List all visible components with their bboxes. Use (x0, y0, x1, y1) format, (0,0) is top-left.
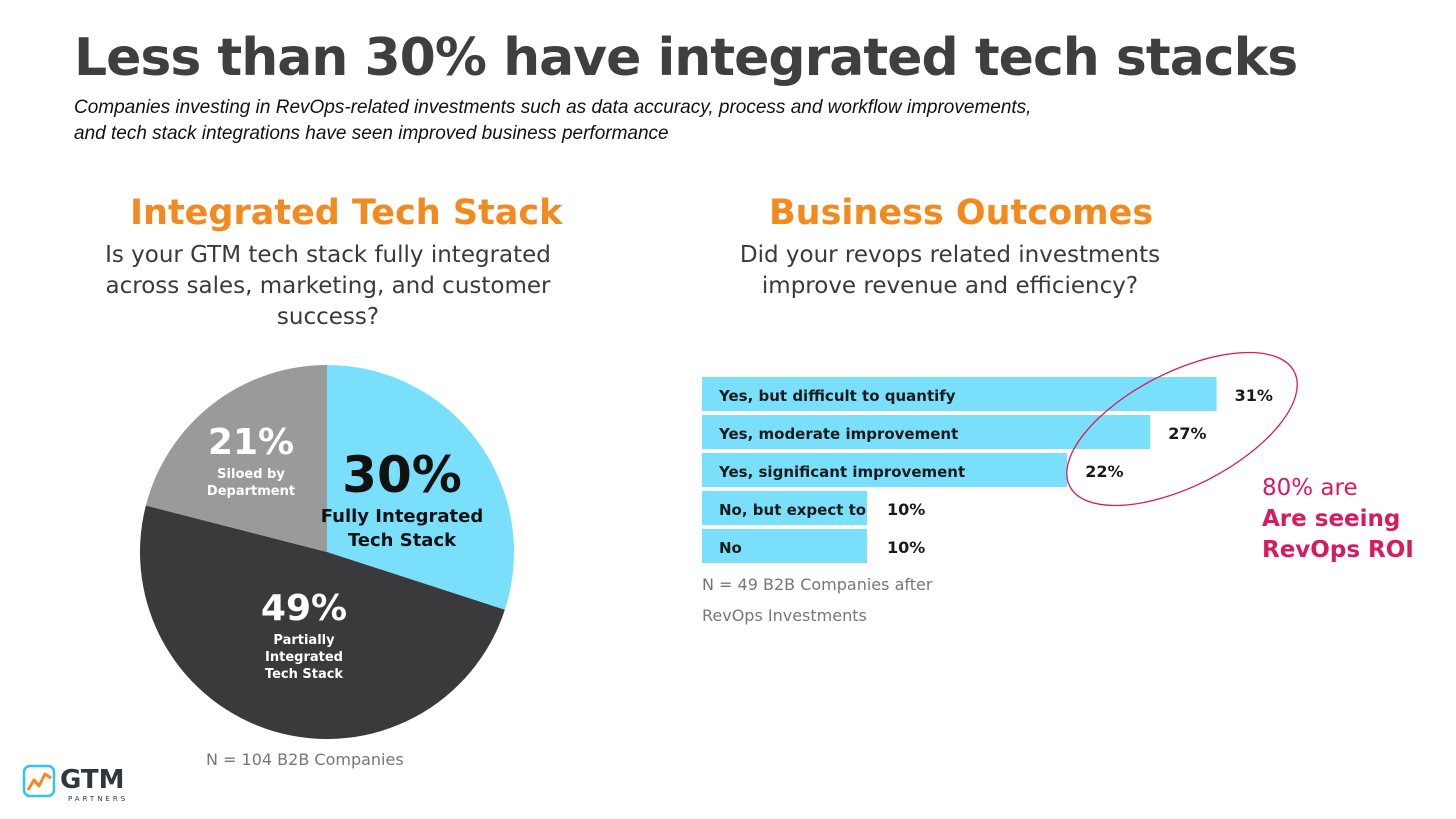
pie-slice-label: Tech Stack (265, 667, 344, 682)
bar (702, 415, 1151, 449)
pie-chart-question: Is your GTM tech stack fully integrated … (78, 240, 578, 333)
bar-value-label: 31% (1235, 386, 1273, 405)
pie-slice-label: Siloed by (217, 467, 285, 482)
pie-slice (327, 365, 514, 610)
bar-category-label: No (719, 539, 742, 557)
bar (702, 491, 867, 525)
bar-category-label: No, but expect to (719, 501, 866, 519)
logo-subtext: PARTNERS (68, 795, 128, 803)
pie-slice-label: Fully Integrated (321, 506, 483, 527)
pie-slice-label: Integrated (265, 650, 343, 665)
gtm-partners-logo: GTM PARTNERS (22, 760, 142, 804)
roi-callout-line-2: Are seeing (1262, 506, 1401, 532)
pie-chart-title: Integrated Tech Stack (130, 193, 563, 233)
question-line: across sales, marketing, and customer (105, 273, 551, 299)
bar (702, 377, 1217, 411)
pie-sample-note: N = 104 B2B Companies (206, 750, 404, 769)
pie-slice-label: Department (207, 484, 295, 499)
roi-callout-line-1: 80% are (1262, 475, 1358, 501)
question-line: Did your revops related investments (739, 242, 1161, 268)
question-line: success? (276, 304, 380, 330)
bar-value-label: 22% (1085, 462, 1123, 481)
bar-category-label: Yes, significant improvement (718, 463, 965, 481)
roi-callout: 80% are Are seeing RevOps ROI (1262, 473, 1414, 566)
subtitle-line: Companies investing in RevOps-related in… (74, 97, 1032, 118)
question-line: Is your GTM tech stack fully integrated (105, 242, 551, 268)
page-subtitle: Companies investing in RevOps-related in… (74, 95, 1174, 147)
bar-chart-title: Business Outcomes (769, 193, 1154, 233)
bar-sample-note-line-1: N = 49 B2B Companies after (702, 575, 933, 594)
question-line: improve revenue and efficiency? (761, 273, 1139, 299)
bar-value-label: 10% (887, 500, 925, 519)
bar-sample-note-line-2: RevOps Investments (702, 606, 867, 625)
bar-category-label: Yes, moderate improvement (718, 425, 958, 443)
subtitle-line: and tech stack integrations have seen im… (74, 123, 669, 144)
pie-slice-percent: 21% (208, 422, 294, 463)
logo-wordmark: GTM (60, 765, 125, 795)
roi-callout-line-3: RevOps ROI (1262, 537, 1414, 563)
pie-slice (139, 505, 505, 740)
pie-slice-percent: 30% (342, 446, 462, 504)
pie-slice (145, 365, 327, 552)
bar (702, 529, 867, 563)
pie-slice-label: Tech Stack (348, 530, 457, 551)
bar-value-label: 27% (1168, 424, 1206, 443)
bar-chart-question: Did your revops related investments impr… (700, 240, 1200, 302)
bar (702, 453, 1068, 487)
pie-slice-label: Partially (273, 633, 335, 648)
bar-category-label: Yes, but difficult to quantify (718, 387, 956, 405)
page-title: Less than 30% have integrated tech stack… (74, 28, 1298, 88)
bar-value-label: 10% (887, 538, 925, 557)
pie-slice-percent: 49% (261, 588, 347, 629)
